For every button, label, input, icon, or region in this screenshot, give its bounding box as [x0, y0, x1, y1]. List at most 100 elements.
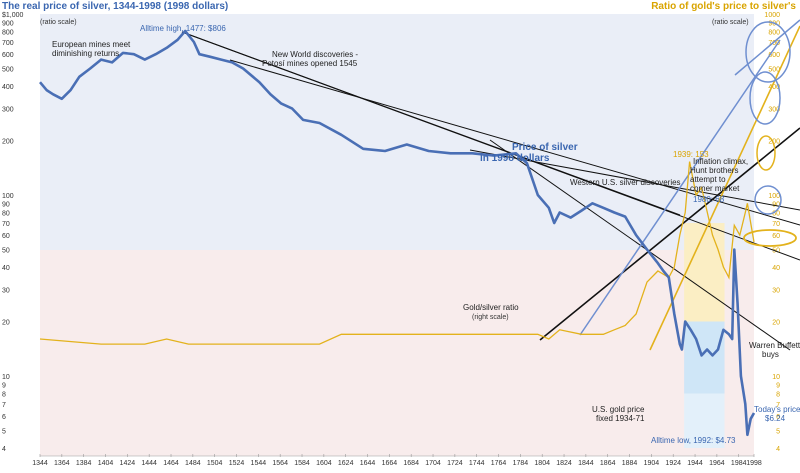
left-tick-label: 300 — [2, 107, 14, 114]
annotation-alltime-low: Alltime low, 1992: $4.73 — [651, 436, 736, 445]
x-tick-label: 1604 — [316, 460, 332, 467]
right-tick-label: 200 — [768, 139, 780, 146]
right-tick-label: 10 — [772, 374, 780, 381]
annotation-inflation: Inflation climax, Hunt brothers attempt to… — [690, 157, 748, 193]
annotation-1939: 1939: 153 — [673, 150, 709, 159]
x-tick-label: 1384 — [76, 460, 92, 467]
series-silver-price — [39, 29, 756, 437]
right-tick-label: 60 — [772, 233, 780, 240]
x-tick-label: 1944 — [687, 460, 703, 467]
x-tick-label: 1924 — [665, 460, 681, 467]
left-tick-label: 4 — [2, 446, 6, 453]
right-tick-label: 20 — [772, 319, 780, 326]
annotation-western-us: Western U.S. silver discoveries — [570, 178, 681, 187]
right-axis: 1000900800700600500400300200100908070605… — [764, 12, 780, 453]
right-tick-label: 40 — [772, 265, 780, 272]
right-tick-label: 300 — [768, 107, 780, 114]
x-tick-label: 1584 — [294, 460, 310, 467]
left-tick-label: 100 — [2, 193, 14, 200]
left-tick-label: 200 — [2, 139, 14, 146]
x-tick-label: 1998 — [746, 460, 762, 467]
annotation-new-world: New World discoveries -Potosí mines open… — [262, 50, 358, 68]
right-tick-label: 8 — [776, 392, 780, 399]
overlay-ellipse — [749, 71, 781, 125]
x-tick-label: 1744 — [469, 460, 485, 467]
overlay-ellipse — [754, 185, 782, 215]
right-tick-label: 30 — [772, 288, 780, 295]
right-tick-label: 5 — [776, 428, 780, 435]
overlay-line — [229, 59, 800, 226]
right-tick-label: 700 — [768, 40, 780, 47]
x-tick-label: 1764 — [491, 460, 507, 467]
overlay-line — [181, 31, 800, 261]
shade-ratio-peak — [684, 223, 725, 322]
left-tick-label: 40 — [2, 265, 10, 272]
right-tick-label: 7 — [776, 402, 780, 409]
x-tick-label: 1484 — [185, 460, 201, 467]
x-tick-label: 1524 — [229, 460, 245, 467]
overlay-line — [489, 139, 791, 351]
left-tick-label: 9 — [2, 382, 6, 389]
left-tick-label: 500 — [2, 66, 14, 73]
left-tick-label: 700 — [2, 40, 14, 47]
shade-gold-fixed-period — [684, 321, 725, 394]
left-tick-label: 7 — [2, 402, 6, 409]
annotation-today-price: Today's price: $6.24 — [754, 405, 800, 423]
band-lower — [40, 250, 754, 456]
x-tick-label: 1504 — [207, 460, 223, 467]
left-tick-label: 400 — [2, 84, 14, 91]
right-tick-label: 4 — [776, 446, 780, 453]
x-tick-label: 1404 — [98, 460, 114, 467]
overlay-ellipse — [756, 135, 776, 171]
annotation-right-scale: (right scale) — [472, 314, 509, 321]
x-tick-label: 1844 — [578, 460, 594, 467]
x-tick-label: 1824 — [556, 460, 572, 467]
overlay-line — [579, 39, 781, 336]
left-tick-label: 10 — [2, 374, 10, 381]
x-tick-label: 1364 — [54, 460, 70, 467]
x-tick-label: 1684 — [403, 460, 419, 467]
left-tick-label: 70 — [2, 221, 10, 228]
right-tick-label: 800 — [768, 30, 780, 37]
x-tick-label: 1864 — [600, 460, 616, 467]
right-tick-label: 400 — [768, 84, 780, 91]
overlay-line — [539, 127, 800, 341]
x-tick-label: 1424 — [120, 460, 136, 467]
right-tick-label: 9 — [776, 382, 780, 389]
left-tick-label: 50 — [2, 247, 10, 254]
x-tick-label: 1984 — [731, 460, 747, 467]
annotation-european-mines: European mines meet diminishing returns — [52, 40, 131, 58]
x-tick-label: 1444 — [141, 460, 157, 467]
annotation-gold-silver-ratio: Gold/silver ratio — [463, 303, 519, 312]
x-tick-label: 1624 — [338, 460, 354, 467]
x-tick-label: 1344 — [32, 460, 48, 467]
x-tick-label: 1904 — [644, 460, 660, 467]
x-tick-label: 1704 — [425, 460, 441, 467]
right-tick-label: 1000 — [764, 12, 780, 19]
x-tick-label: 1544 — [251, 460, 267, 467]
overlay-ellipse — [745, 21, 791, 83]
overlay-line — [734, 19, 800, 76]
left-tick-label: 6 — [2, 414, 6, 421]
x-tick-label: 1644 — [360, 460, 376, 467]
x-axis: 1344 1364 1384 1404 1424 1444 1464 1484 1504 1524… — [32, 454, 762, 467]
x-tick-label: 1664 — [382, 460, 398, 467]
x-tick-label: 1884 — [622, 460, 638, 467]
x-tick-label: 1464 — [163, 460, 179, 467]
right-tick-label: 600 — [768, 52, 780, 59]
left-tick-label: 60 — [2, 233, 10, 240]
annotation-alltime-high: Alltime high, 1477: $806 — [140, 24, 226, 33]
left-tick-label: 90 — [2, 201, 10, 208]
x-tick-label: 1564 — [272, 460, 288, 467]
shade-gold-fixed-period-lower — [684, 393, 725, 448]
left-tick-label: 600 — [2, 52, 14, 59]
x-tick-label: 1784 — [513, 460, 529, 467]
right-tick-label: 500 — [768, 66, 780, 73]
right-tick-label: 80 — [772, 211, 780, 218]
left-tick-label: 5 — [2, 428, 6, 435]
band-upper — [40, 14, 754, 250]
x-tick-label: 1724 — [447, 460, 463, 467]
overlay-ellipse — [743, 229, 797, 247]
